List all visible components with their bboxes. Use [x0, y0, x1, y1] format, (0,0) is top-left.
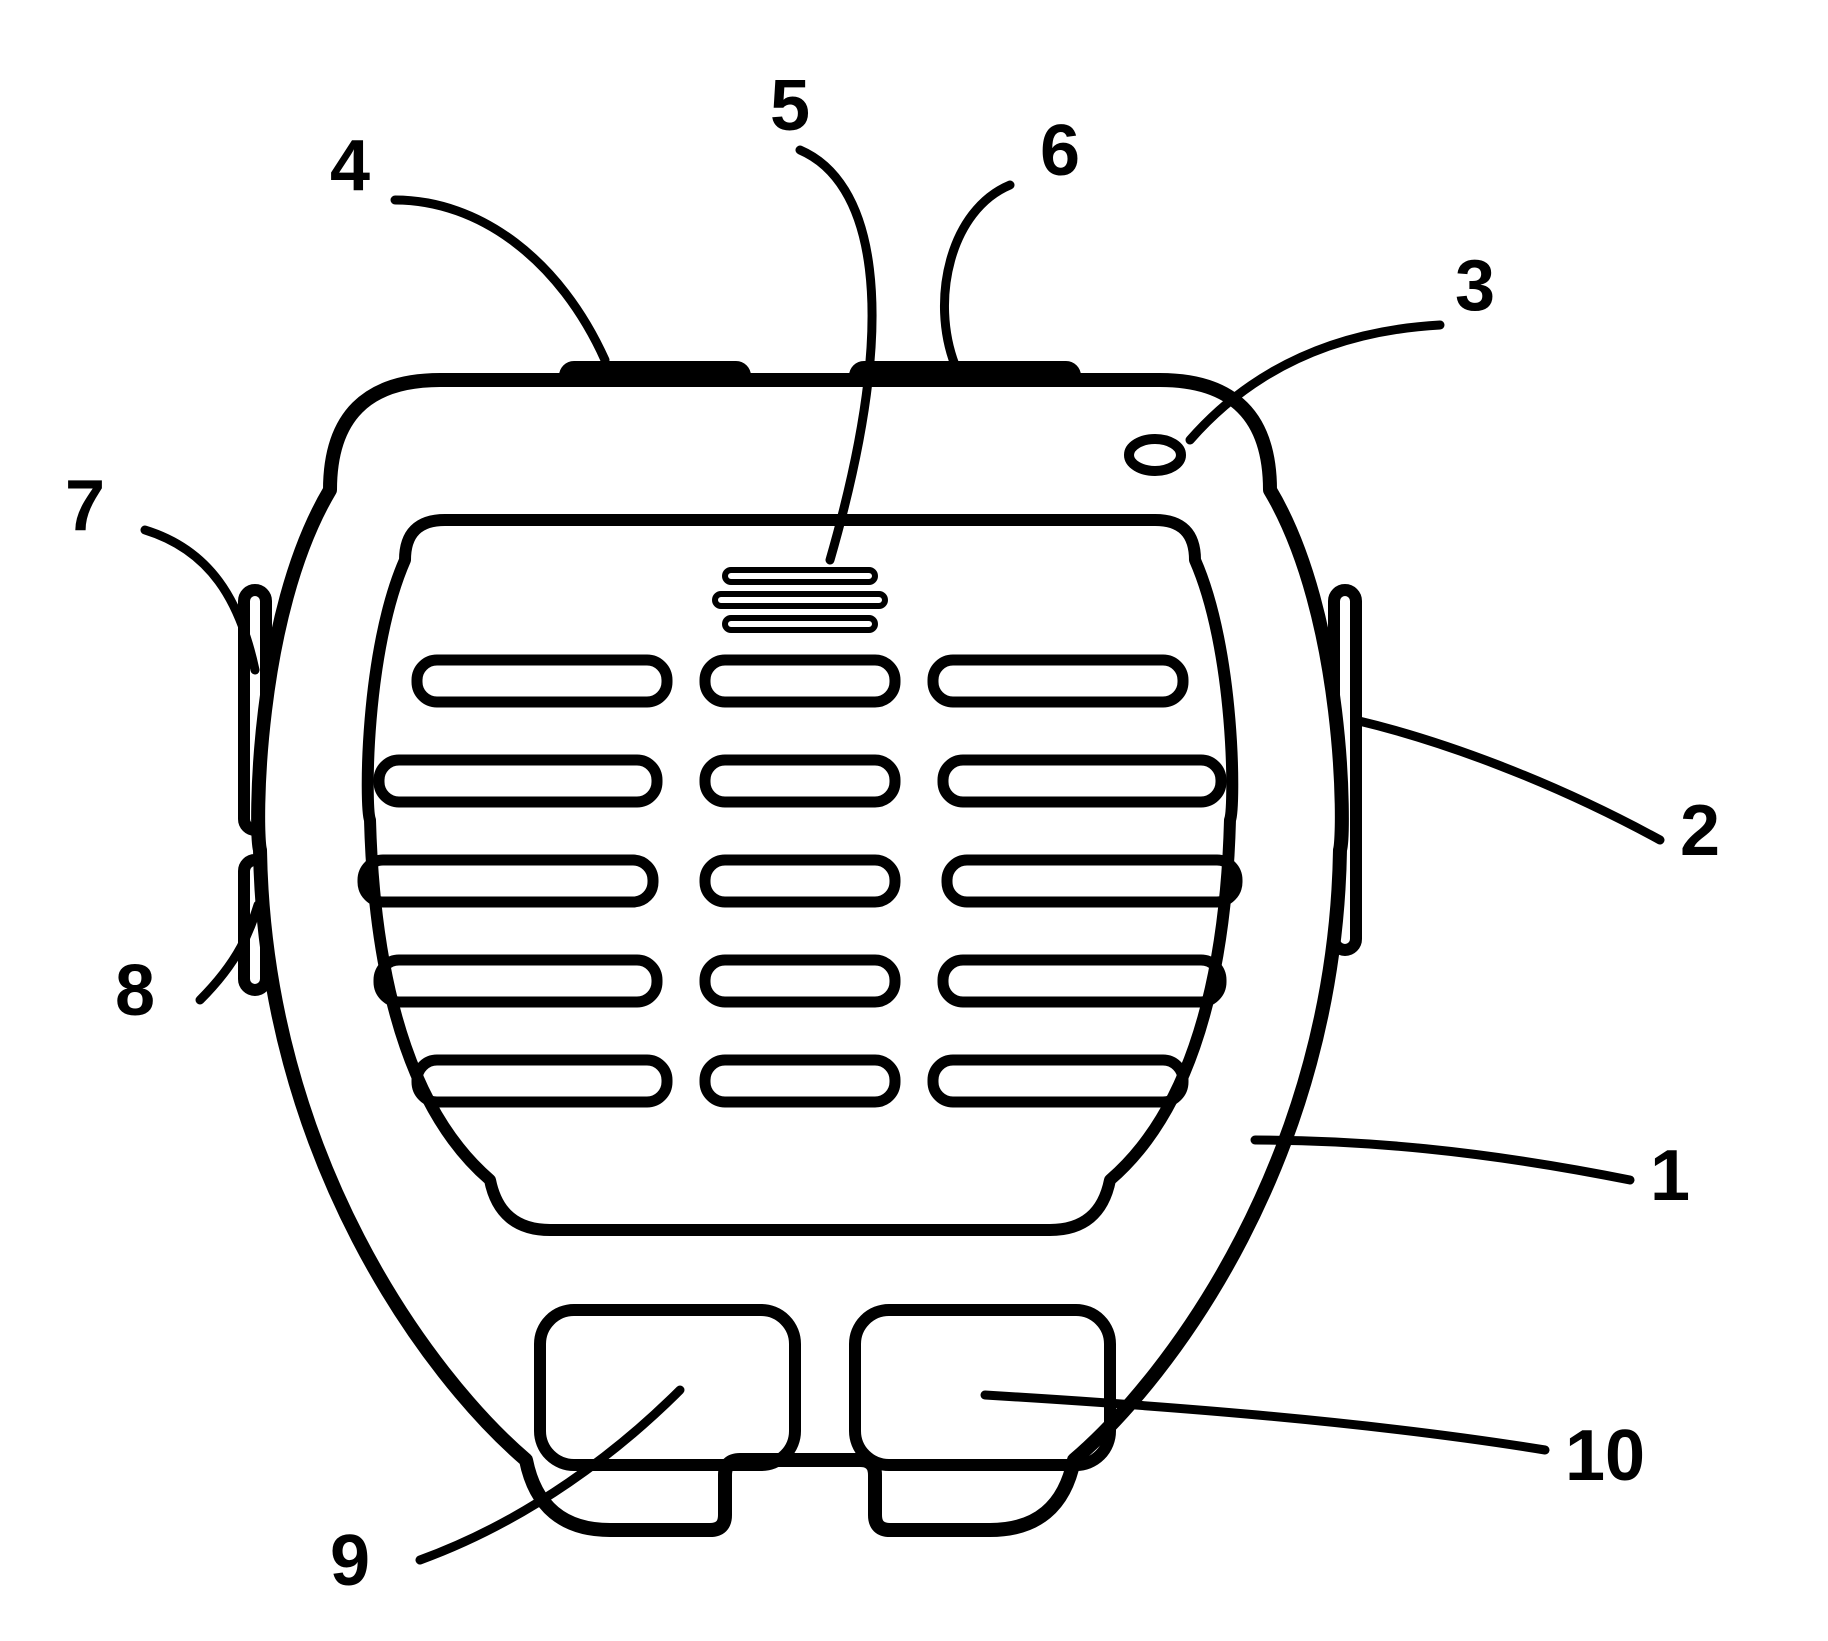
callout-label-2: 2 — [1680, 791, 1720, 871]
callout-label-7: 7 — [65, 466, 105, 546]
callout-label-9: 9 — [330, 1521, 370, 1601]
callout-label-4: 4 — [330, 126, 370, 206]
callout-label-10: 10 — [1565, 1416, 1645, 1496]
callout-label-3: 3 — [1455, 246, 1495, 326]
leader-1 — [1255, 1140, 1630, 1180]
leader-4 — [395, 200, 605, 360]
leader-6 — [944, 185, 1010, 365]
callout-label-6: 6 — [1040, 111, 1080, 191]
leader-2 — [1355, 720, 1660, 840]
callout-label-5: 5 — [770, 66, 810, 146]
callout-label-1: 1 — [1650, 1136, 1690, 1216]
callout-label-8: 8 — [115, 951, 155, 1031]
